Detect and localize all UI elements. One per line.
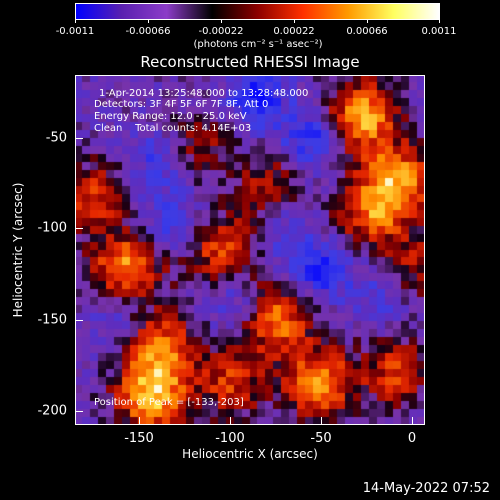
detectors-label: Detectors: 3F 4F 5F 6F 7F 8F, Att 0 xyxy=(94,99,269,110)
x-tickmark xyxy=(412,417,413,425)
x-tick-label: 0 xyxy=(407,431,417,446)
colorbar-tickmark xyxy=(221,20,222,23)
x-tick-label: -100 xyxy=(215,431,245,446)
x-tickmark xyxy=(321,417,322,425)
colorbar-tick-label: 0.0011 xyxy=(421,26,457,37)
colorbar-tick-label: -0.0011 xyxy=(55,26,95,37)
colorbar xyxy=(75,3,440,20)
colorbar-tickmark xyxy=(367,20,368,23)
energy-range-label: Energy Range: 12.0 - 25.0 keV xyxy=(94,111,247,122)
time-range-label: 1-Apr-2014 13:25:48.000 to 13:28:48.000 xyxy=(99,88,309,99)
peak-position-label: Position of Peak = [-133,-203] xyxy=(94,397,244,408)
y-tickmark xyxy=(75,320,83,321)
colorbar-tick-label: 0.00022 xyxy=(273,26,315,37)
rhessi-image xyxy=(75,75,425,425)
x-tickmark xyxy=(139,417,140,425)
x-axis-label: Heliocentric X (arcsec) xyxy=(182,447,318,461)
y-tickmark xyxy=(75,411,83,412)
colorbar-tick-label: 0.00066 xyxy=(346,26,388,37)
x-tick-label: -50 xyxy=(310,431,332,446)
y-tick-label: -200 xyxy=(37,403,67,419)
y-tick-label: -150 xyxy=(37,312,67,328)
colorbar-units: (photons cm⁻² s⁻¹ asec⁻²) xyxy=(193,39,323,50)
colorbar-tick-label: -0.00022 xyxy=(198,26,244,37)
colorbar-tickmark xyxy=(294,20,295,23)
method-counts-label: Clean Total counts: 4.14E+03 xyxy=(94,123,252,134)
colorbar-tickmark xyxy=(75,20,76,23)
y-tick-label: -50 xyxy=(45,130,67,146)
colorbar-tickmark xyxy=(148,20,149,23)
colorbar-tickmark xyxy=(439,20,440,23)
y-tickmark xyxy=(75,138,83,139)
colorbar-tick-label: -0.00066 xyxy=(125,26,171,37)
y-tickmark xyxy=(75,228,83,229)
y-axis-label: Heliocentric Y (arcsec) xyxy=(11,182,25,318)
x-tick-label: -150 xyxy=(124,431,154,446)
y-tick-label: -100 xyxy=(37,220,67,236)
x-tickmark xyxy=(230,417,231,425)
timestamp: 14-May-2022 07:52 xyxy=(362,481,490,496)
image-title: Reconstructed RHESSI Image xyxy=(140,53,360,71)
